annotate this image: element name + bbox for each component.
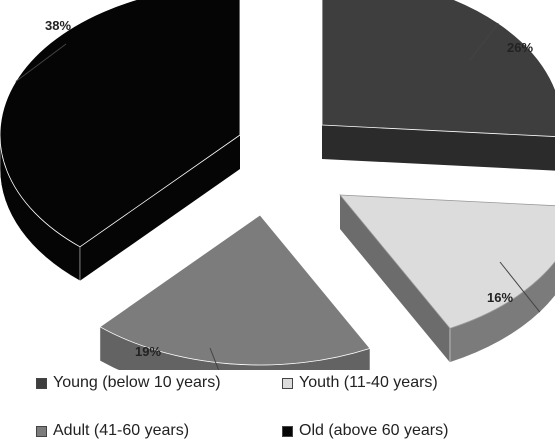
label-leader-lines <box>15 22 541 370</box>
slice-adult <box>99 214 371 366</box>
leader-line-young <box>469 22 499 61</box>
data-label-old: 38% <box>45 18 71 33</box>
legend-label-adult: Adult (41-60 years) <box>53 422 190 439</box>
legend-item-adult: Adult (41-60 years) <box>36 422 189 440</box>
slice-old <box>0 0 241 248</box>
leader-line-youth <box>499 261 541 313</box>
leader-line-adult <box>209 347 220 370</box>
legend-label-young: Young (below 10 years) <box>53 374 221 391</box>
pie-slice-tops <box>0 0 555 366</box>
legend-swatch-youth <box>282 377 293 389</box>
slice-young <box>321 0 555 137</box>
slice-side-youth <box>449 261 555 363</box>
legend-item-old: Old (above 60 years) <box>282 422 448 440</box>
legend-label-youth: Youth (11-40 years) <box>299 374 438 391</box>
legend-item-youth: Youth (11-40 years) <box>282 374 438 392</box>
legend-swatch-old <box>282 425 293 437</box>
slice-cut-young-1 <box>322 125 555 171</box>
pie-chart: 26% 16% 19% 38% <box>0 0 555 370</box>
data-labels: 26% 16% 19% 38% <box>45 18 533 359</box>
slice-cut-youth-1 <box>340 195 450 363</box>
slice-youth <box>339 194 555 329</box>
legend-swatch-young <box>36 377 47 389</box>
leader-line-old <box>15 43 67 82</box>
legend-swatch-adult <box>36 425 47 437</box>
slice-cut-old-0 <box>79 135 241 281</box>
legend-label-old: Old (above 60 years) <box>299 422 449 439</box>
data-label-adult: 19% <box>135 344 161 359</box>
data-label-young: 26% <box>507 40 533 55</box>
legend-item-young: Young (below 10 years) <box>36 374 221 392</box>
data-label-youth: 16% <box>487 290 513 305</box>
